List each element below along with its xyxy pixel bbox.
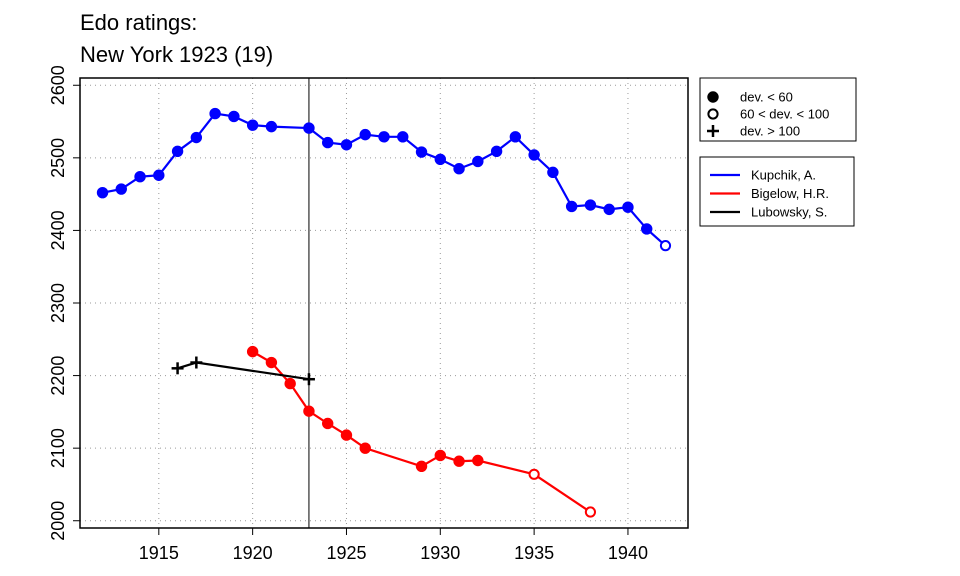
- y-tick-label-2600: 2600: [48, 65, 68, 105]
- data-point-0-23: [547, 166, 559, 179]
- data-point-2-0: [171, 362, 184, 375]
- data-point-0-13: [359, 128, 371, 141]
- data-point-0-27: [622, 201, 634, 213]
- data-point-1-2: [284, 377, 296, 390]
- data-point-0-29: [659, 240, 672, 252]
- data-point-0-0: [96, 186, 109, 199]
- data-point-0-20: [490, 145, 503, 158]
- series-legend-label-1: Bigelow, H.R.: [751, 186, 829, 201]
- data-point-1-12: [584, 506, 597, 518]
- marker-legend-box: [699, 77, 857, 142]
- grid: [80, 78, 688, 528]
- axes: 1915 1920 1925 1930 1935 1940 2000 2100 2200 2300…: [48, 65, 689, 563]
- series-legend-label-0: Kupchik, A.: [751, 168, 816, 183]
- series-line-1: [252, 350, 592, 513]
- x-tick-label-1935: 1935: [514, 543, 554, 563]
- y-tick-label-2100: 2100: [48, 428, 68, 468]
- plot-frame: [79, 77, 689, 529]
- data-point-0-9: [265, 120, 278, 133]
- y-tick-label-2500: 2500: [48, 138, 68, 178]
- data-point-0-18: [453, 163, 465, 175]
- data-point-1-7: [415, 460, 428, 473]
- y-tick-label-2000: 2000: [48, 501, 68, 541]
- data-point-0-17: [434, 153, 446, 165]
- data-point-0-22: [528, 149, 540, 161]
- y-tick-label-2200: 2200: [48, 356, 68, 396]
- x-tick-label-1930: 1930: [420, 543, 460, 563]
- data-point-1-6: [359, 442, 371, 454]
- data-point-1-5: [340, 429, 353, 441]
- data-point-0-21: [509, 131, 522, 143]
- legend-symbol-0: [707, 91, 719, 103]
- marker-legend-label-2: dev. > 100: [740, 124, 800, 139]
- data-point-0-1: [115, 183, 127, 195]
- data-point-0-15: [397, 131, 409, 143]
- legend-symbol-1: [707, 108, 719, 120]
- data-point-0-2: [134, 171, 146, 183]
- data-point-0-11: [322, 136, 334, 149]
- series-legend-label-2: Lubowsky, S.: [751, 205, 827, 220]
- marker-legend: dev. < 60 60 < dev. < 100 dev. > 100: [699, 77, 857, 142]
- data-point-0-3: [153, 169, 165, 181]
- series-1: [246, 345, 597, 518]
- data-point-1-1: [265, 356, 278, 369]
- legend-symbol-2: [707, 125, 719, 137]
- data-point-0-7: [228, 110, 240, 123]
- data-point-0-26: [603, 203, 615, 216]
- data-point-2-1: [190, 356, 203, 369]
- series-legend: Kupchik, A. Bigelow, H.R. Lubowsky, S.: [699, 156, 855, 227]
- data-point-2-2: [302, 373, 315, 386]
- x-tick-label-1925: 1925: [326, 543, 366, 563]
- series-2: [171, 356, 315, 386]
- data-point-0-14: [378, 131, 390, 143]
- x-tick-label-1940: 1940: [608, 543, 648, 563]
- chart-title-line2: New York 1923 (19): [80, 42, 273, 67]
- data-point-1-0: [246, 345, 259, 358]
- x-tick-label-1920: 1920: [233, 543, 273, 563]
- y-tick-label-2400: 2400: [48, 210, 68, 250]
- data-point-0-6: [209, 107, 221, 120]
- data-point-1-8: [434, 449, 446, 462]
- chart-title-line1: Edo ratings:: [80, 10, 197, 35]
- data-point-0-16: [415, 146, 428, 158]
- data-point-0-19: [472, 155, 484, 168]
- y-tick-label-2300: 2300: [48, 283, 68, 323]
- marker-legend-label-0: dev. < 60: [740, 90, 793, 105]
- data-point-0-25: [584, 199, 597, 211]
- data-point-0-4: [171, 145, 184, 158]
- data-point-1-3: [303, 405, 315, 417]
- marker-legend-label-1: 60 < dev. < 100: [740, 107, 829, 122]
- data-point-1-9: [453, 455, 465, 467]
- data-point-0-24: [565, 200, 578, 213]
- data-point-1-4: [322, 417, 334, 430]
- data-point-1-11: [528, 468, 540, 480]
- data-point-0-5: [190, 131, 203, 144]
- data-point-0-8: [246, 119, 259, 131]
- data-point-1-10: [472, 454, 484, 467]
- series-legend-box: [699, 156, 855, 227]
- series-group: [96, 107, 672, 518]
- data-point-0-10: [303, 122, 315, 134]
- data-point-0-12: [340, 139, 353, 151]
- data-point-0-28: [641, 223, 653, 235]
- x-tick-label-1915: 1915: [139, 543, 179, 563]
- series-0: [96, 107, 672, 252]
